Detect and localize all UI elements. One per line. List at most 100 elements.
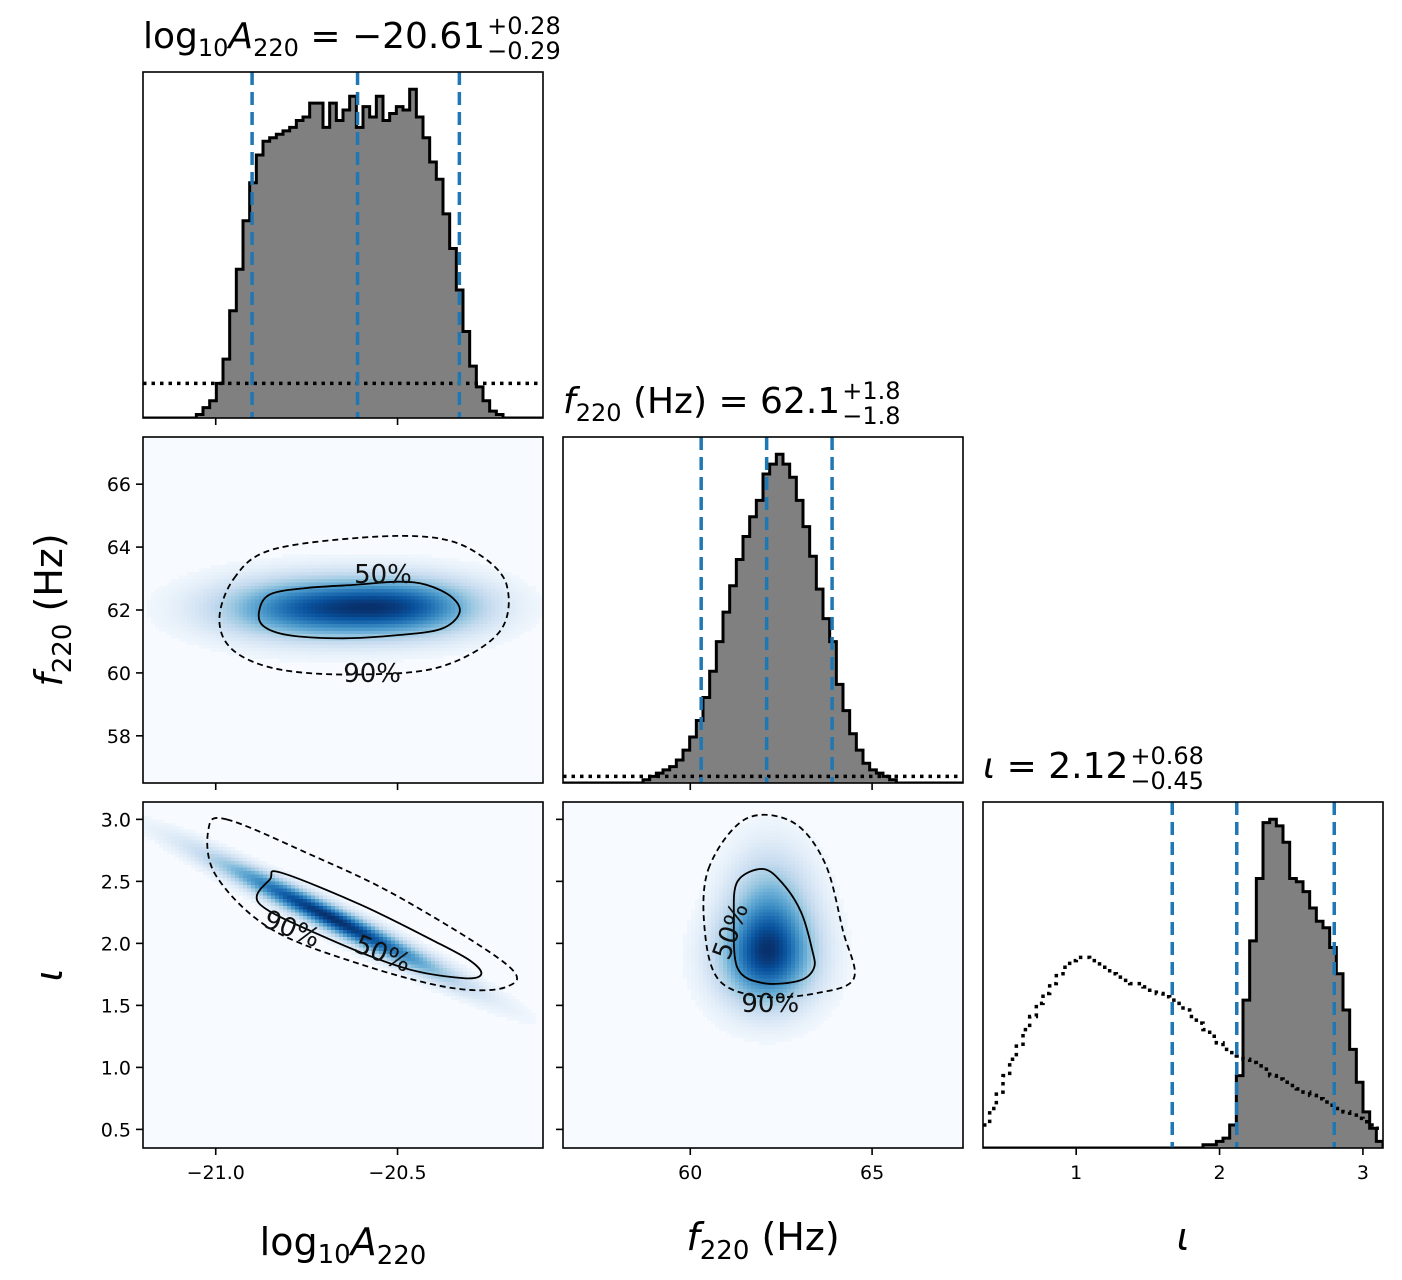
hist-bar (703, 697, 711, 783)
hist-bar (1323, 927, 1331, 1148)
title-upper-error: +1.8 (842, 377, 900, 405)
hist-bar (883, 776, 891, 783)
hist-bar (356, 127, 364, 418)
hist-bar (363, 106, 371, 418)
density-panel-logA-iota: 90%50%−21.0 −20.50.51.01.52.02.53.0 (101, 801, 544, 1184)
hist-bar (1236, 1075, 1244, 1148)
hist-bar (836, 684, 844, 783)
xlabel-f220: f220 (Hz) (686, 1215, 839, 1266)
hist-bar (323, 127, 331, 418)
x-tick-label: 1 (1070, 1162, 1082, 1184)
y-tick-label: 1.0 (101, 1057, 131, 1079)
hist-bar (449, 248, 457, 418)
title-f220: f220 (Hz) = 62.1 (563, 381, 840, 427)
hist-bar (476, 386, 484, 418)
contour-label: 50% (354, 560, 412, 590)
hist-bar (243, 220, 251, 418)
hist-bar (783, 464, 791, 783)
axes-frame (142, 71, 544, 419)
hist-bar (1303, 891, 1311, 1148)
x-tick-label: 2 (1214, 1162, 1226, 1184)
hist-bar (776, 454, 784, 783)
x-tick-label: 65 (860, 1162, 884, 1184)
axes-frame (562, 801, 964, 1149)
hist-bar (276, 134, 284, 418)
hist-bar (469, 366, 477, 418)
hist-bar (343, 110, 351, 418)
hist-bar (209, 400, 217, 418)
axes-frame (562, 436, 964, 784)
hist-bar (1203, 1144, 1211, 1148)
contour-label: 90% (741, 989, 799, 1019)
hist-bar (643, 779, 651, 783)
hist-bar (856, 750, 864, 783)
hist-bar (756, 500, 764, 783)
density-panel-f-iota: 50%90%60 65 (556, 801, 964, 1184)
hist-bar (429, 161, 437, 418)
hist-bar (196, 414, 204, 418)
hist-bar (329, 103, 337, 418)
hist-bar (1256, 878, 1264, 1148)
x-tick-label: −20.5 (368, 1162, 426, 1184)
hist-bar (696, 720, 704, 783)
hist-bar (1276, 825, 1284, 1148)
hist-bar (736, 559, 744, 783)
density-panel-logA-f: 50% 90% 58 60 62 64 66 (107, 436, 544, 790)
hist-bar (803, 526, 811, 783)
y-tick-label: 64 (107, 537, 131, 559)
hist-bar (309, 103, 317, 418)
x-tick-label: −21.0 (187, 1162, 245, 1184)
hist-bar (649, 776, 657, 783)
hist-bar (676, 759, 684, 783)
hist-bar (796, 500, 804, 783)
hist-bar (789, 477, 797, 783)
hist-bar (709, 671, 717, 783)
hist-bar (1343, 1009, 1351, 1148)
y-tick-label: 66 (107, 474, 131, 496)
y-tick-label: 3.0 (101, 809, 131, 831)
hist-bar (869, 769, 877, 783)
hist-bar (416, 116, 424, 418)
hist-bar (863, 763, 871, 783)
hist-bar (729, 585, 737, 783)
hist-bar (749, 516, 757, 783)
xlabel-iota: ι (1177, 1215, 1190, 1259)
hist-bar (843, 710, 851, 783)
hist-bar (683, 750, 691, 783)
y-tick-label: 2.5 (101, 871, 131, 893)
x-tick-label: 60 (678, 1162, 702, 1184)
hist-bar (1356, 1082, 1364, 1148)
hist-bar (236, 269, 244, 418)
xlabel-log10A220: log10A220 (260, 1220, 427, 1271)
hist-bar (1289, 878, 1297, 1148)
hist-bar (303, 116, 311, 418)
hist-bar (1223, 1138, 1231, 1148)
hist-bar (849, 733, 857, 783)
title-iota: ι = 2.12 (983, 746, 1128, 787)
hist-bar (1209, 1144, 1217, 1148)
hist-bar (316, 103, 324, 418)
hist-bar (389, 113, 397, 418)
hist-bar (489, 411, 497, 418)
hist-bar (889, 779, 897, 783)
hist-bar (1296, 881, 1304, 1148)
hist-bar (1216, 1141, 1224, 1148)
hist-bar (1243, 1000, 1251, 1148)
contour-90 (218, 534, 510, 676)
hist-bar (723, 612, 731, 783)
hist-bar (1336, 973, 1344, 1148)
hist-bar (369, 116, 377, 418)
hist-panel-iota: 1 2 3 (982, 801, 1384, 1184)
prior-step (983, 955, 1383, 1131)
hist-bar (383, 120, 391, 418)
hist-bar (443, 213, 451, 418)
posterior-step (563, 452, 963, 783)
hist-bar (463, 331, 471, 418)
hist-bar (263, 141, 271, 418)
hist-bar (1363, 1111, 1371, 1148)
hist-bar (1376, 1141, 1383, 1148)
hist-bar (423, 137, 431, 418)
hist-bar (1309, 908, 1317, 1148)
